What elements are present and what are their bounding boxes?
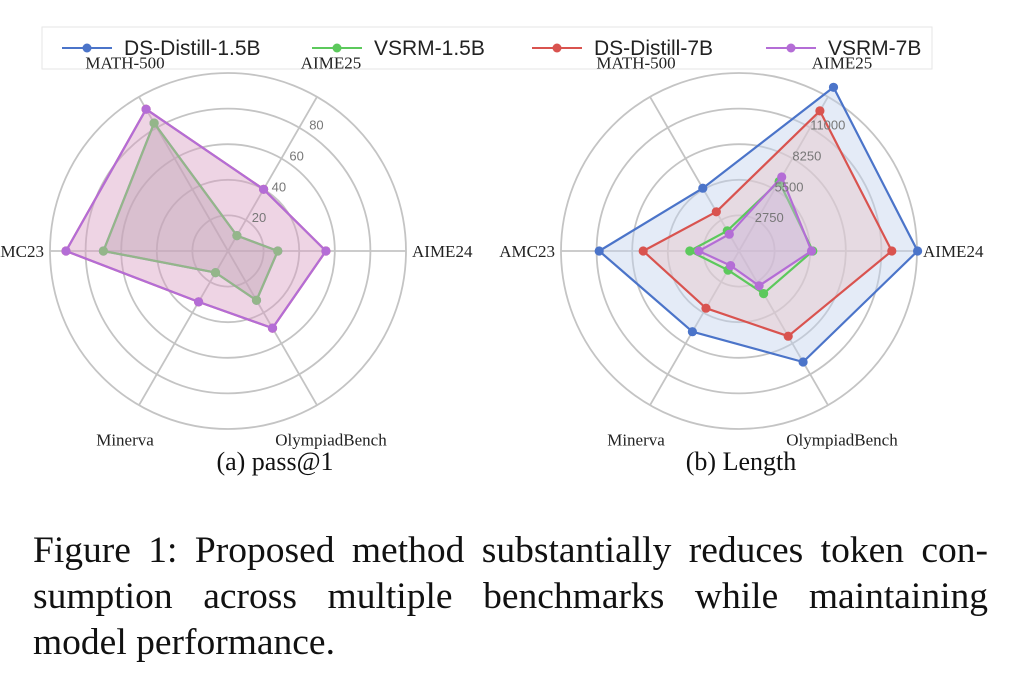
tick-label: 8250 (792, 149, 821, 164)
data-point-vsrm-1-5b-olympiadbench (251, 295, 262, 305)
legend-marker-ds-distill-1-5b (82, 43, 92, 53)
tick-label: 5500 (775, 179, 804, 194)
figure: DS-Distill-1.5B VSRM-1.5B DS-Distill-7B … (0, 26, 984, 476)
axis-line-minerva (138, 250, 229, 406)
tick-label: 20 (252, 210, 266, 225)
data-point-ds-distill-1-5b-minerva (687, 327, 698, 337)
data-point-vsrm-7b-aime25 (259, 184, 269, 194)
axis-label-amc23: AMC23 (499, 242, 555, 261)
legend-label-ds-distill-1-5b: DS-Distill-1.5B (124, 37, 261, 60)
series-vsrm-7b (61, 104, 331, 333)
data-point-vsrm-7b-olympiadbench (267, 323, 278, 333)
legend-label-vsrm-1-5b: VSRM-1.5B (374, 37, 485, 60)
tick-label: 2750 (755, 210, 784, 225)
axis-label-olympiadbench: OlympiadBench (786, 430, 898, 449)
axis-label-minerva: Minerva (607, 430, 665, 449)
data-point-ds-distill-7b-olympiadbench (783, 331, 793, 341)
series-shape-vsrm-7b (64, 108, 327, 330)
axis-line-aime25 (227, 96, 318, 252)
axis-label-aime24: AIME24 (923, 242, 984, 261)
data-point-vsrm-7b-olympiadbench (754, 281, 764, 291)
data-point-vsrm-1-5b-amc23 (685, 246, 695, 256)
data-point-ds-distill-7b-aime25 (815, 106, 825, 116)
data-point-ds-distill-7b-minerva (701, 303, 711, 313)
legend: DS-Distill-1.5B VSRM-1.5B DS-Distill-7B … (41, 26, 933, 70)
legend-entry-ds-distill-7b: DS-Distill-7B (532, 37, 713, 60)
axis-label-olympiadbench: OlympiadBench (275, 430, 387, 449)
subcaption-length: (b) Length (686, 447, 796, 476)
tick-label: 80 (309, 118, 323, 133)
axis-label-aime25: AIME25 (812, 54, 872, 73)
data-point-vsrm-7b-math-500 (141, 104, 151, 114)
data-point-vsrm-7b-aime24 (806, 246, 817, 256)
subcaption-pass-at-1: (a) pass@1 (216, 447, 333, 476)
data-point-vsrm-1-5b-amc23 (98, 246, 108, 256)
data-point-vsrm-7b-aime25 (777, 172, 787, 182)
figure-caption: Figure 1: Proposed method substantially … (33, 528, 988, 666)
data-point-ds-distill-1-5b-aime25 (828, 82, 839, 92)
axis-label-aime24: AIME24 (412, 242, 473, 261)
legend-entry-vsrm-7b: VSRM-7B (766, 37, 921, 60)
data-point-vsrm-1-5b-math-500 (149, 118, 159, 128)
data-point-vsrm-7b-aime24 (321, 246, 331, 256)
legend-label-ds-distill-7b: DS-Distill-7B (594, 37, 713, 60)
data-point-vsrm-1-5b-olympiadbench (759, 289, 769, 299)
series-ds-distill-7b (638, 106, 897, 341)
data-point-vsrm-7b-math-500 (724, 229, 734, 239)
legend-entry-ds-distill-1-5b: DS-Distill-1.5B (62, 37, 261, 60)
axis-label-math-500: MATH-500 (596, 54, 675, 73)
data-point-ds-distill-7b-aime24 (887, 246, 897, 256)
data-point-ds-distill-1-5b-olympiadbench (798, 357, 808, 367)
axis-line-olympiadbench (738, 250, 829, 406)
series-vsrm-7b (694, 172, 817, 291)
axis-label-aime25: AIME25 (301, 54, 361, 73)
axis-label-amc23: AMC23 (0, 242, 44, 261)
data-point-ds-distill-1-5b-aime24 (913, 246, 923, 256)
legend-label-vsrm-7b: VSRM-7B (828, 37, 921, 60)
caption-line-1: Figure 1: Proposed method substantially … (33, 530, 988, 571)
legend-marker-vsrm-7b (786, 43, 796, 53)
legend-marker-vsrm-1-5b (332, 43, 342, 53)
data-point-ds-distill-1-5b-amc23 (594, 246, 604, 256)
tick-label: 40 (272, 179, 286, 194)
grid (49, 72, 407, 430)
data-point-vsrm-1-5b-aime25 (232, 231, 242, 241)
axis-label-math-500: MATH-500 (85, 54, 164, 73)
legend-entry-vsrm-1-5b: VSRM-1.5B (312, 37, 485, 60)
tick-label: 11000 (810, 118, 845, 133)
data-point-ds-distill-7b-math-500 (711, 207, 721, 217)
caption-line-2: sumption across multiple benchmarks whil… (33, 576, 988, 617)
axis-label-minerva: Minerva (96, 430, 154, 449)
legend-marker-ds-distill-7b (552, 43, 562, 53)
data-point-vsrm-7b-amc23 (61, 246, 71, 256)
caption-line-3: model performance. (33, 622, 335, 663)
series-ds-distill-1-5b (594, 82, 923, 367)
data-point-vsrm-1-5b-minerva (210, 268, 221, 278)
length-radar-chart: 2750 5500 8250 11000 AIME24 AIME25 MATH-500 AMC… (499, 54, 984, 450)
data-point-vsrm-1-5b-aime24 (273, 246, 283, 256)
tick-label: 60 (289, 149, 303, 164)
axis-line-math-500 (649, 96, 740, 252)
data-point-ds-distill-7b-amc23 (638, 246, 648, 256)
data-point-vsrm-7b-minerva (726, 261, 736, 271)
data-point-ds-distill-1-5b-math-500 (698, 183, 708, 193)
series-vsrm-1-5b (98, 118, 283, 305)
data-point-vsrm-7b-minerva (194, 297, 204, 307)
data-point-vsrm-7b-amc23 (694, 246, 704, 256)
